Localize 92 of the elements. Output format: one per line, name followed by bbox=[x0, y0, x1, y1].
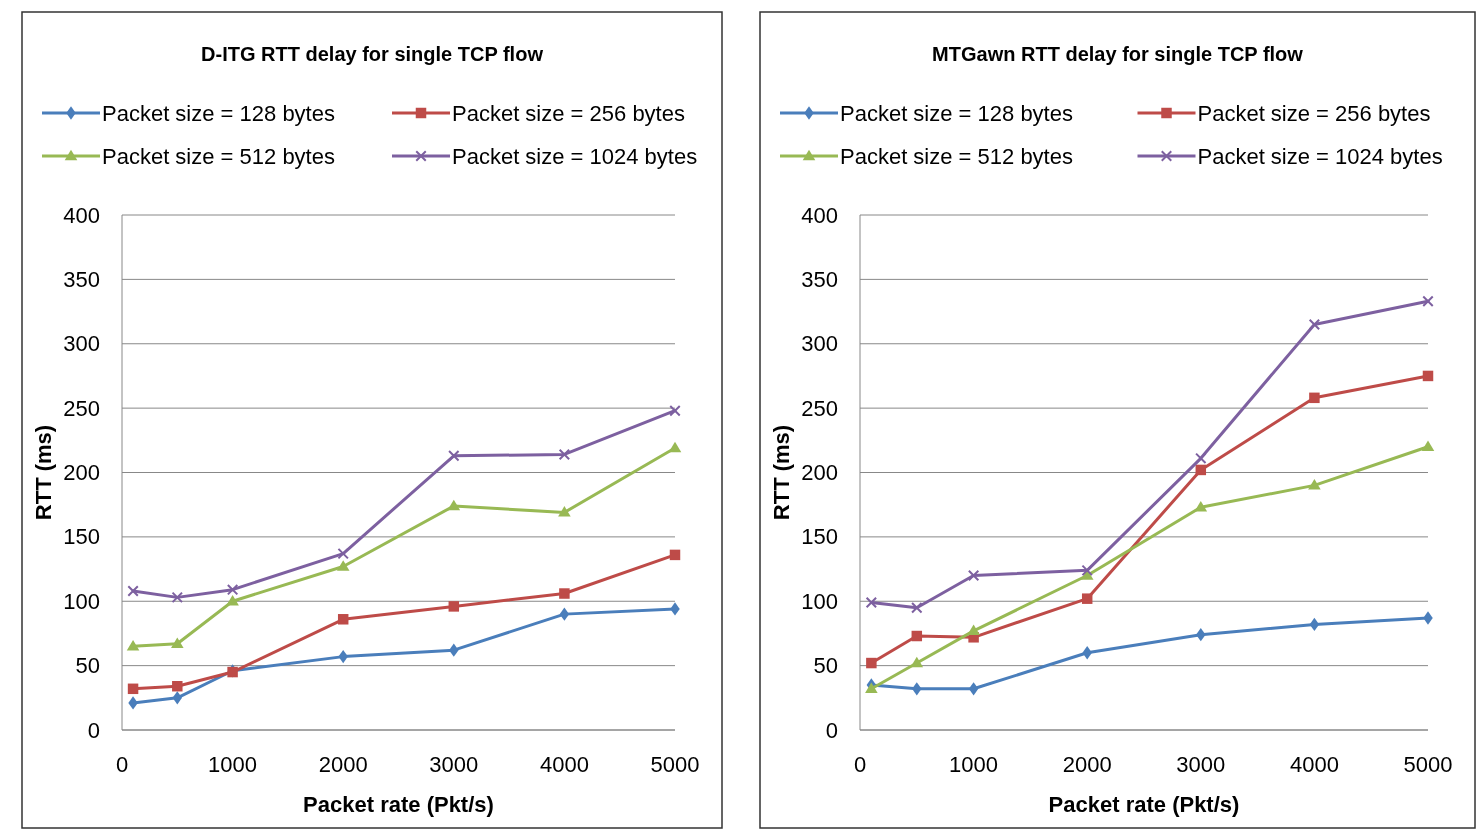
x-tick-label: 2000 bbox=[1062, 752, 1112, 777]
point bbox=[226, 583, 239, 596]
y-tick-label: 350 bbox=[801, 266, 838, 292]
point bbox=[337, 547, 349, 560]
legend-label: Packet size = 256 bytes bbox=[1197, 101, 1431, 126]
point bbox=[866, 657, 877, 669]
point bbox=[559, 607, 570, 621]
point bbox=[668, 441, 682, 453]
point bbox=[447, 499, 461, 511]
point bbox=[558, 506, 571, 517]
point bbox=[1422, 295, 1434, 308]
point bbox=[865, 682, 878, 693]
x-tick-label: 1000 bbox=[949, 752, 999, 777]
x-tick-label: 5000 bbox=[1403, 752, 1453, 777]
x-axis-title: Packet rate (Pkt/s) bbox=[303, 792, 494, 817]
y-tick-label: 0 bbox=[825, 717, 838, 743]
x-tick-label: 0 bbox=[853, 752, 867, 777]
point bbox=[1196, 628, 1206, 642]
chart-title: D-ITG RTT delay for single TCP flow bbox=[201, 43, 544, 65]
x-tick-label: 3000 bbox=[429, 752, 479, 777]
point bbox=[865, 596, 878, 609]
legend-label: Packet size = 1024 bytes bbox=[452, 144, 698, 169]
point bbox=[1423, 611, 1433, 625]
y-tick-label: 150 bbox=[63, 524, 100, 550]
point bbox=[448, 601, 460, 612]
chart-title: MTGawn RTT delay for single TCP flow bbox=[932, 43, 1304, 65]
point bbox=[670, 602, 680, 616]
x-axis-title: Packet rate (Pkt/s) bbox=[1048, 792, 1240, 817]
legend-label: Packet size = 128 bytes bbox=[102, 101, 335, 126]
legend-label: Packet size = 128 bytes bbox=[840, 101, 1073, 126]
point bbox=[1195, 464, 1207, 476]
point bbox=[1308, 318, 1321, 331]
point bbox=[559, 588, 570, 599]
point bbox=[128, 696, 138, 710]
point bbox=[1081, 564, 1093, 577]
x-tick-label: 3000 bbox=[1176, 752, 1226, 777]
x-tick-label: 4000 bbox=[539, 752, 589, 777]
y-axis-title: RTT (ms) bbox=[31, 424, 56, 521]
y-tick-label: 350 bbox=[63, 266, 100, 292]
point bbox=[669, 404, 681, 417]
y-tick-label: 300 bbox=[801, 331, 838, 357]
point bbox=[1308, 479, 1321, 490]
point bbox=[911, 630, 923, 642]
point bbox=[336, 560, 350, 571]
y-tick-label: 400 bbox=[801, 202, 838, 228]
legend-label: Packet size = 512 bytes bbox=[102, 144, 335, 169]
point bbox=[1081, 593, 1093, 604]
y-tick-label: 400 bbox=[63, 202, 100, 228]
y-tick-label: 150 bbox=[801, 524, 838, 550]
legend-label: Packet size = 256 bytes bbox=[452, 101, 685, 126]
point bbox=[558, 448, 571, 461]
point bbox=[171, 637, 184, 648]
y-axis-title: RTT (ms) bbox=[769, 424, 794, 521]
y-tick-label: 300 bbox=[63, 331, 100, 357]
point bbox=[448, 450, 460, 462]
y-tick-label: 100 bbox=[63, 588, 100, 614]
point bbox=[172, 680, 183, 692]
point bbox=[337, 614, 349, 625]
legend-label: Packet size = 1024 bytes bbox=[1197, 144, 1443, 169]
point bbox=[1421, 440, 1435, 451]
y-tick-label: 0 bbox=[87, 717, 100, 743]
point bbox=[910, 656, 924, 668]
point bbox=[126, 640, 140, 651]
point bbox=[127, 683, 139, 695]
x-tick-label: 1000 bbox=[208, 752, 258, 777]
point bbox=[1422, 370, 1434, 382]
point bbox=[171, 591, 184, 604]
point bbox=[968, 682, 979, 696]
y-tick-label: 250 bbox=[801, 395, 838, 421]
y-tick-label: 100 bbox=[801, 588, 838, 614]
point bbox=[1082, 646, 1092, 660]
x-tick-label: 4000 bbox=[1289, 752, 1339, 777]
point bbox=[912, 682, 922, 696]
x-tick-label: 5000 bbox=[650, 752, 700, 777]
point bbox=[1309, 617, 1320, 632]
point bbox=[172, 691, 183, 705]
point bbox=[127, 585, 139, 597]
y-tick-label: 250 bbox=[63, 395, 100, 421]
legend-label: Packet size = 512 bytes bbox=[840, 144, 1073, 169]
point bbox=[1309, 392, 1320, 404]
x-tick-label: 0 bbox=[115, 752, 129, 777]
point bbox=[226, 594, 239, 606]
point bbox=[911, 601, 923, 614]
y-tick-label: 50 bbox=[813, 653, 838, 679]
x-tick-label: 2000 bbox=[318, 752, 368, 777]
y-tick-label: 50 bbox=[75, 653, 100, 679]
point bbox=[1194, 500, 1208, 512]
point bbox=[449, 643, 459, 657]
y-tick-label: 200 bbox=[63, 460, 100, 485]
y-tick-label: 200 bbox=[801, 460, 838, 485]
point bbox=[967, 569, 980, 582]
point bbox=[669, 549, 681, 561]
